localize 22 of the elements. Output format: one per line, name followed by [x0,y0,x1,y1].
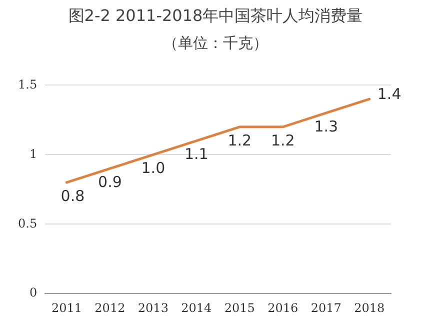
chart-title: 图2-2 2011-2018年中国茶叶人均消费量 [67,6,364,27]
chart-subtitle: （单位：千克） [162,34,269,53]
x-tick-label: 2016 [268,300,298,315]
data-label: 1.2 [270,131,295,150]
x-tick-label: 2012 [94,300,126,315]
x-tick-label: 2013 [138,300,168,315]
data-label: 1.3 [314,117,338,136]
y-tick-label: 0.5 [18,216,38,230]
x-tick-label: 2011 [51,300,82,315]
data-label: 1.0 [141,159,166,178]
x-tick-label: 2017 [310,300,342,315]
data-label: 1.1 [184,145,208,164]
data-label: 1.4 [377,84,402,103]
y-tick-label: 1.5 [18,77,38,92]
y-tick-label: 0 [29,286,38,300]
y-tick-label: 1 [29,146,38,161]
data-label: 0.9 [98,172,122,191]
x-tick-label: 2014 [181,300,212,315]
data-label: 0.8 [60,186,85,205]
data-label: 1.2 [228,131,252,150]
x-tick-label: 2018 [354,300,385,315]
x-tick-label: 2015 [224,300,255,315]
